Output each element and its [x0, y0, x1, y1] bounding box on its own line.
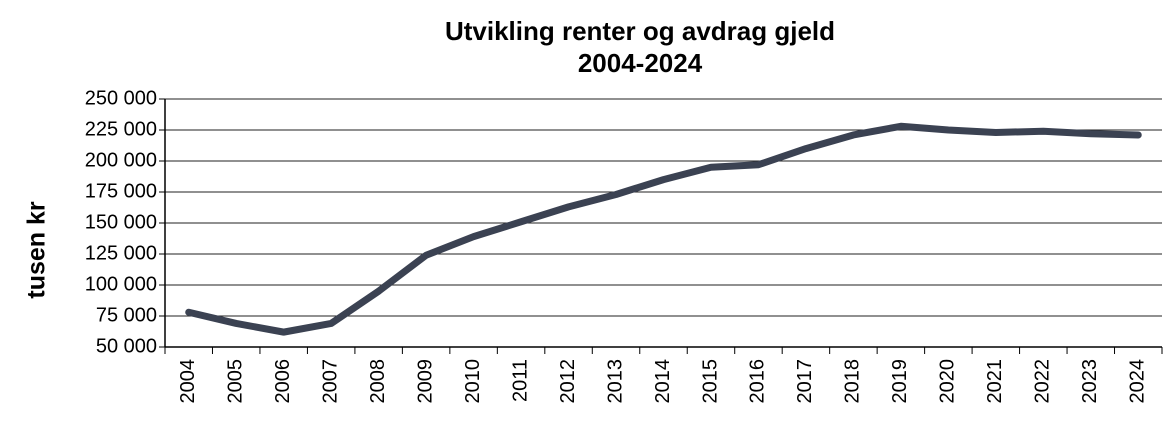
x-tick-label: 2016: [747, 359, 769, 404]
y-tick-label: 200 000: [85, 149, 157, 171]
y-tick-label: 175 000: [85, 180, 157, 202]
chart-title: Utvikling renter og avdrag gjeld: [445, 16, 835, 46]
x-tick-label: 2006: [272, 359, 294, 404]
x-tick-label: 2007: [319, 359, 341, 404]
x-tick-label: 2012: [557, 359, 579, 404]
x-tick-label: 2015: [699, 359, 721, 404]
x-tick-label: 2011: [509, 359, 531, 402]
y-tick-label: 50 000: [96, 335, 157, 357]
y-tick-label: 125 000: [85, 242, 157, 264]
y-tick-label: 250 000: [85, 87, 157, 109]
x-tick-label: 2004: [177, 359, 199, 404]
x-tick-label: 2019: [889, 359, 911, 404]
x-tick-label: 2014: [652, 359, 674, 404]
x-tick-label: 2021: [984, 359, 1006, 404]
x-tick-label: 2022: [1032, 359, 1054, 404]
x-tick-label: 2009: [414, 359, 436, 404]
x-tick-label: 2013: [604, 359, 626, 404]
x-tick-label: 2018: [842, 359, 864, 404]
y-axis-label: tusen kr: [23, 201, 51, 299]
x-tick-label: 2008: [367, 359, 389, 404]
x-tick-label: 2005: [224, 359, 246, 404]
y-tick-label: 100 000: [85, 273, 157, 295]
x-tick-label: 2023: [1079, 359, 1101, 404]
x-tick-label: 2017: [794, 359, 816, 404]
chart-title: 2004-2024: [578, 48, 703, 78]
y-tick-label: 225 000: [85, 118, 157, 140]
y-tick-label: 75 000: [96, 304, 157, 326]
y-tick-label: 150 000: [85, 211, 157, 233]
x-tick-label: 2024: [1127, 359, 1149, 404]
data-line: [185, 122, 1142, 336]
x-tick-label: 2010: [462, 359, 484, 404]
x-tick-label: 2020: [937, 359, 959, 404]
